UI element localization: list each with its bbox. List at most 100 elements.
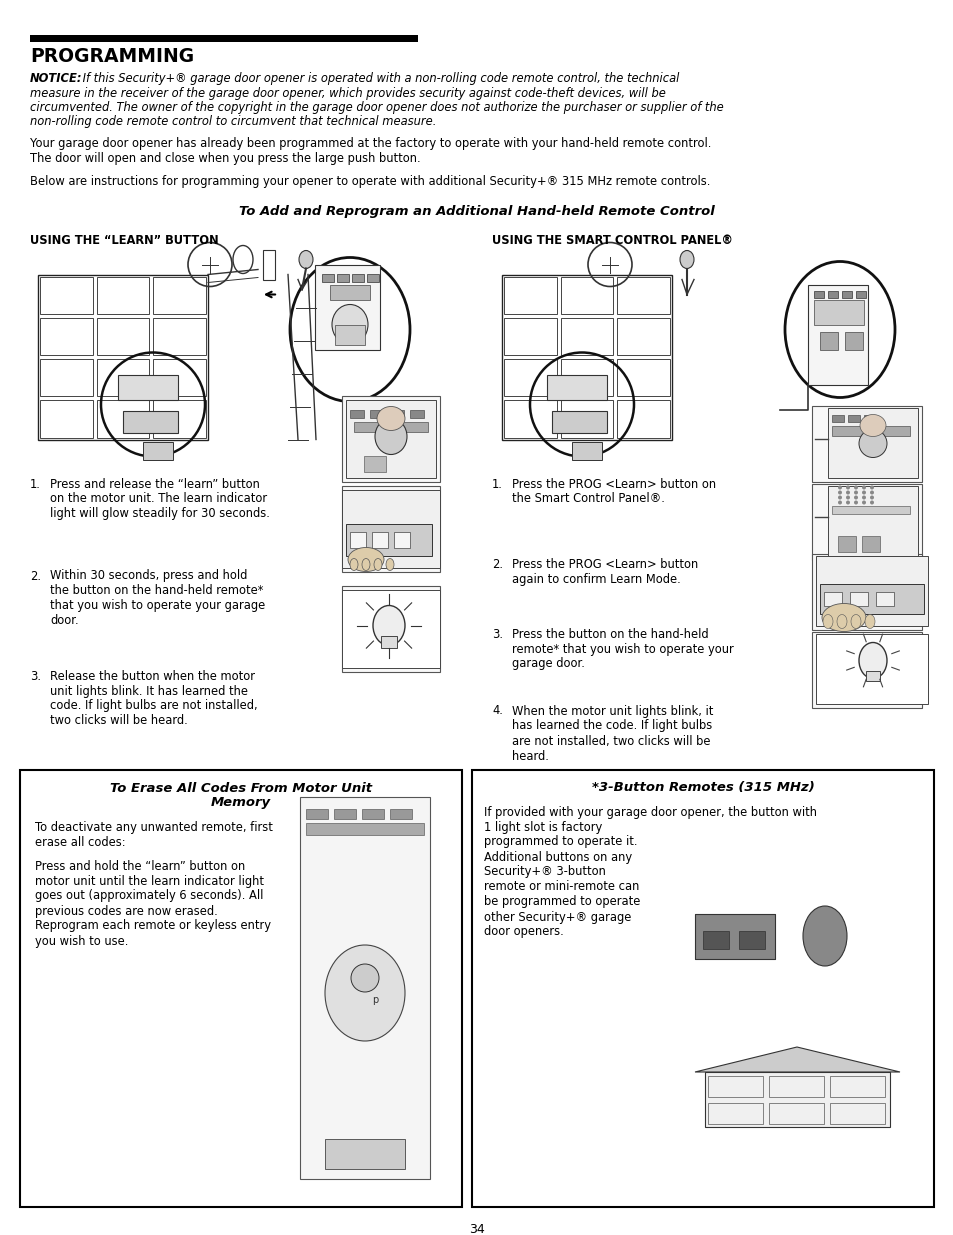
Bar — [820, 331, 837, 350]
Bar — [707, 1076, 762, 1097]
Ellipse shape — [850, 615, 861, 629]
Ellipse shape — [373, 605, 405, 646]
Text: 1 light slot is factory
programmed to operate it.
Additional buttons on any
Secu: 1 light slot is factory programmed to op… — [483, 820, 639, 939]
Ellipse shape — [350, 558, 357, 571]
Text: Your garage door opener has already been programmed at the factory to operate wi: Your garage door opener has already been… — [30, 137, 711, 151]
Ellipse shape — [845, 500, 849, 505]
Bar — [811, 631, 921, 708]
Bar — [862, 536, 879, 552]
Bar — [118, 374, 178, 399]
Text: Press and hold the “learn” button on
motor unit until the learn indicator light
: Press and hold the “learn” button on mot… — [35, 860, 271, 947]
Ellipse shape — [351, 965, 378, 992]
Text: Press the PROG <Learn> button
again to confirm Learn Mode.: Press the PROG <Learn> button again to c… — [512, 557, 698, 585]
Text: To Erase All Codes From Motor Unit: To Erase All Codes From Motor Unit — [110, 782, 372, 794]
Text: PROGRAMMING: PROGRAMMING — [30, 47, 193, 65]
Bar — [336, 273, 349, 282]
Bar — [707, 1103, 762, 1124]
Bar — [364, 456, 386, 472]
Bar — [350, 410, 364, 417]
Bar — [123, 410, 178, 432]
Bar — [815, 634, 927, 704]
Text: Below are instructions for programming your opener to operate with additional Se: Below are instructions for programming y… — [30, 174, 710, 188]
Text: The door will open and close when you press the large push button.: The door will open and close when you pr… — [30, 152, 420, 165]
Text: circumvented. The owner of the copyright in the garage door opener does not auth: circumvented. The owner of the copyright… — [30, 101, 723, 114]
Ellipse shape — [862, 495, 865, 499]
Bar — [823, 592, 841, 605]
Ellipse shape — [858, 642, 886, 678]
Bar — [617, 277, 669, 314]
Bar — [38, 274, 208, 440]
Bar — [306, 809, 328, 819]
Text: 3.: 3. — [30, 669, 41, 683]
Ellipse shape — [869, 500, 873, 505]
Bar — [503, 359, 557, 396]
Polygon shape — [695, 1047, 899, 1072]
Text: To deactivate any unwanted remote, first
erase all codes:: To deactivate any unwanted remote, first… — [35, 820, 273, 848]
Ellipse shape — [837, 495, 841, 499]
Ellipse shape — [864, 615, 874, 629]
Bar — [410, 410, 423, 417]
Bar — [96, 359, 150, 396]
Text: p: p — [372, 995, 377, 1005]
Bar — [811, 405, 921, 482]
Bar — [831, 415, 843, 421]
Ellipse shape — [361, 558, 370, 571]
Text: NOTICE:: NOTICE: — [30, 72, 82, 85]
Ellipse shape — [386, 558, 394, 571]
Bar — [617, 317, 669, 354]
Ellipse shape — [862, 500, 865, 505]
Text: non-rolling code remote control to circumvent that technical measure.: non-rolling code remote control to circu… — [30, 116, 436, 128]
Bar — [560, 400, 613, 437]
Bar — [503, 317, 557, 354]
Ellipse shape — [837, 490, 841, 494]
Bar — [503, 277, 557, 314]
Bar — [390, 809, 412, 819]
Bar — [341, 585, 439, 672]
Bar — [863, 415, 875, 421]
Bar — [560, 317, 613, 354]
Ellipse shape — [298, 251, 313, 268]
Text: Press and release the “learn” button
on the motor unit. The learn indicator
ligh: Press and release the “learn” button on … — [50, 478, 270, 520]
Ellipse shape — [375, 419, 407, 454]
Bar — [827, 408, 917, 478]
Bar — [370, 410, 384, 417]
Bar — [855, 290, 865, 298]
Bar — [20, 769, 461, 1207]
Ellipse shape — [869, 490, 873, 494]
Ellipse shape — [862, 490, 865, 494]
Ellipse shape — [822, 615, 832, 629]
Bar — [352, 273, 364, 282]
Bar — [704, 1072, 889, 1128]
Bar — [811, 553, 921, 630]
Bar — [306, 823, 423, 835]
Bar — [768, 1103, 823, 1124]
Bar — [40, 400, 92, 437]
Bar — [847, 415, 859, 421]
Bar — [30, 35, 417, 42]
Ellipse shape — [837, 485, 841, 489]
Bar — [831, 426, 909, 436]
Bar — [96, 317, 150, 354]
Ellipse shape — [853, 485, 857, 489]
Text: If provided with your garage door opener, the button with: If provided with your garage door opener… — [483, 806, 816, 819]
Ellipse shape — [679, 251, 693, 268]
Ellipse shape — [845, 490, 849, 494]
Bar — [829, 1076, 884, 1097]
Bar — [330, 284, 370, 300]
Bar — [813, 290, 823, 298]
Ellipse shape — [859, 415, 885, 436]
Bar — [354, 421, 428, 431]
Ellipse shape — [853, 495, 857, 499]
Bar — [346, 524, 432, 556]
Bar — [96, 277, 150, 314]
Text: 2.: 2. — [30, 569, 41, 583]
Text: Press the button on the hand-held
remote* that you wish to operate your
garage d: Press the button on the hand-held remote… — [512, 627, 733, 671]
Bar — [153, 277, 206, 314]
Bar — [572, 441, 601, 459]
Bar — [560, 359, 613, 396]
Ellipse shape — [836, 615, 846, 629]
Text: USING THE SMART CONTROL PANEL®: USING THE SMART CONTROL PANEL® — [492, 235, 732, 247]
Ellipse shape — [845, 495, 849, 499]
Bar — [546, 374, 606, 399]
Bar — [472, 769, 933, 1207]
